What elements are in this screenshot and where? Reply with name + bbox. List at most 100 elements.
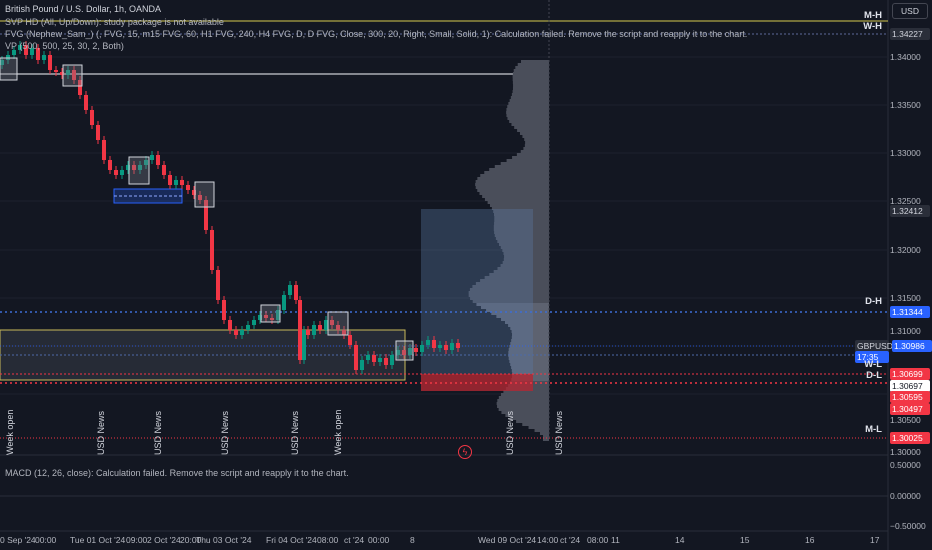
candle-body [384,358,388,365]
volume-profile-bar [497,405,549,408]
volume-profile-bar [470,297,549,300]
candle-body [234,330,238,335]
time-tick: 0 Sep '24 [0,535,36,545]
time-tick: 14:00 [537,535,559,545]
price-badge: 1.30025 [890,432,930,444]
macd-tick: −0.50000 [890,521,926,531]
volume-profile-bar [508,357,549,360]
volume-profile-bar [494,234,549,237]
volume-profile-bar [497,399,549,402]
volume-profile-bar [472,285,549,288]
event-label: USD News [220,410,230,455]
candle-body [168,175,172,185]
volume-profile-bar [479,192,549,195]
volume-profile-bar [494,219,549,222]
candle-body [438,345,442,348]
indicator-fvg[interactable]: FVG (Nephew_Sam_) (, FVG, 15, m15 FVG, 6… [5,29,748,39]
candle-body [96,125,100,140]
candle-body [444,345,448,350]
volume-profile-bar [511,330,549,333]
volume-profile-bar [509,99,549,102]
volume-profile-bar [511,369,549,372]
volume-profile-bar [475,183,549,186]
price-badge: 17:35 [855,351,889,363]
volume-profile-bar [494,231,549,234]
candle-body [36,48,40,60]
volume-profile-bar [484,276,549,279]
time-tick: Tue 01 Oct '24 [70,535,126,545]
candle-body [174,180,178,185]
candle-body [276,310,280,320]
candle-body [450,343,454,350]
volume-profile-bar [502,261,549,264]
currency-button[interactable]: USD [892,3,928,19]
volume-profile-bar [486,309,549,312]
volume-profile-bar [477,177,549,180]
volume-profile-bar [506,114,549,117]
candle-body [144,160,148,165]
candle-body [12,50,16,55]
event-label: USD News [96,410,106,455]
candle-body [156,155,160,165]
candle-body [24,45,28,55]
volume-profile-bar [496,315,549,318]
event-label: Week open [5,409,15,455]
candle-body [348,335,352,345]
candle-body [150,155,154,160]
candle-body [240,330,244,335]
volume-profile-bar [468,291,549,294]
candle-body [210,230,214,270]
level-label-dl: D-L [866,370,882,381]
volume-profile-bar [524,138,549,141]
volume-profile-bar [512,75,549,78]
time-tick: 09:00 [126,535,148,545]
indicator-svp[interactable]: SVP HD (All, Up/Down): study package is … [5,17,224,27]
candle-body [372,355,376,362]
price-badge: 1.30699 [890,368,930,380]
candle-body [162,165,166,175]
indicator-vp[interactable]: VP (500, 500, 25, 30, 2, Both) [5,41,124,51]
volume-profile-bar [493,228,549,231]
time-tick: 17 [870,535,880,545]
volume-profile-bar [484,198,549,201]
candle-body [54,70,58,72]
event-label: USD News [554,410,564,455]
flash-icon[interactable]: ϟ [458,445,472,459]
candle-body [366,355,370,360]
indicator-macd[interactable]: MACD (12, 26, close): Calculation failed… [5,468,349,478]
volume-profile-bar [495,237,549,240]
volume-profile-bar [477,189,549,192]
time-tick: ct '24 [560,535,581,545]
volume-profile-bar [514,126,549,129]
volume-profile-bar [511,339,549,342]
volume-profile-bar [500,162,549,165]
event-label: USD News [290,410,300,455]
volume-profile-bar [475,186,549,189]
volume-profile-bar [508,348,549,351]
volume-profile-bar [500,264,549,267]
volume-profile-bar [494,222,549,225]
candle-body [126,165,130,170]
volume-profile-bar [489,168,549,171]
volume-profile-bar [501,318,549,321]
candle-body [330,320,334,325]
volume-profile-bar [502,249,549,252]
volume-profile-bar [468,294,549,297]
event-label: USD News [153,410,163,455]
volume-profile-bar [509,120,549,123]
candle-body [108,160,112,170]
volume-profile-bar [506,159,549,162]
time-tick: Fri 04 Oct '24 [266,535,317,545]
volume-profile-bar [509,345,549,348]
volume-profile-bar [510,417,549,420]
volume-profile-bar [515,66,549,69]
volume-profile-bar [484,171,549,174]
price-badge: 1.30697 [890,380,930,392]
volume-profile-bar [469,288,549,291]
level-label-dh: D-H [865,296,882,307]
price-badge: 1.30595 [890,391,930,403]
volume-profile-bar [521,60,549,63]
volume-profile-bar [494,216,549,219]
volume-profile-bar [475,180,549,183]
